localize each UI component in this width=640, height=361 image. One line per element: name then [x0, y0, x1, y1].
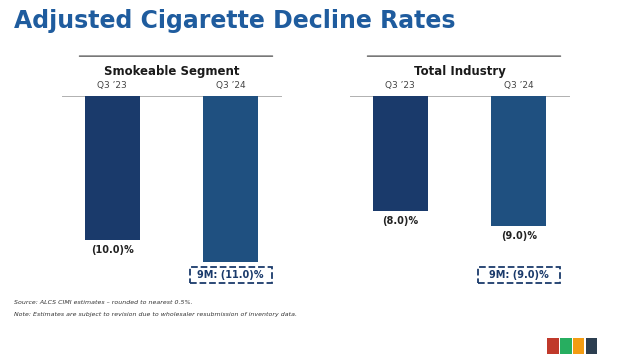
FancyBboxPatch shape [189, 267, 271, 283]
Text: Smokeable Segment: Smokeable Segment [104, 65, 239, 78]
Text: Altria: Altria [602, 342, 630, 351]
Text: Total Industry: Total Industry [413, 65, 506, 78]
Bar [85, 96, 140, 240]
Text: (8.0)%: (8.0)% [382, 216, 419, 226]
Text: Note: Estimates are subject to revision due to wholesaler resubmission of invent: Note: Estimates are subject to revision … [14, 312, 297, 317]
Text: (10.0)%: (10.0)% [91, 245, 134, 255]
Text: Q3 ’24: Q3 ’24 [216, 81, 246, 90]
Text: (9.0)%: (9.0)% [500, 231, 537, 241]
Bar [547, 338, 559, 355]
Text: (11.5)%: (11.5)% [209, 267, 252, 277]
Bar [492, 96, 546, 226]
Text: Q3 ’23: Q3 ’23 [97, 81, 127, 90]
Bar [586, 338, 597, 355]
Text: Source: ALCS CIMI estimates – rounded to nearest 0.5%.: Source: ALCS CIMI estimates – rounded to… [14, 300, 193, 305]
Text: 9M: (11.0)%: 9M: (11.0)% [197, 270, 264, 280]
Bar [373, 96, 428, 211]
Text: 22  |  ALCS  |  Q3 2024  |  10.31.24  |  For Investor Purposes ONLY: 22 | ALCS | Q3 2024 | 10.31.24 | For Inv… [14, 344, 250, 351]
Bar [204, 96, 258, 262]
Text: Q3 ’23: Q3 ’23 [385, 81, 415, 90]
Text: Adjusted Cigarette Decline Rates: Adjusted Cigarette Decline Rates [14, 9, 456, 33]
Bar [560, 338, 572, 355]
Bar [573, 338, 584, 355]
Text: 9M: (9.0)%: 9M: (9.0)% [489, 270, 548, 280]
Text: Q3 ’24: Q3 ’24 [504, 81, 534, 90]
FancyBboxPatch shape [477, 267, 559, 283]
